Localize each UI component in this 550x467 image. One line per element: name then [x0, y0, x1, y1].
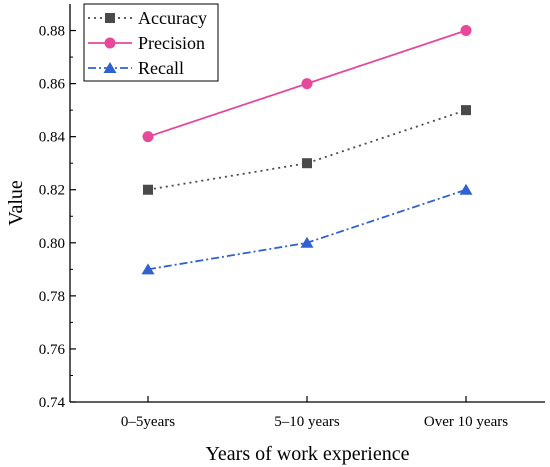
- legend-item: Precision: [88, 33, 205, 53]
- series-precision: [142, 25, 472, 143]
- legend: Accuracy Precision Recall: [83, 3, 219, 82]
- x-tick-label: 5–10 years: [274, 414, 340, 430]
- y-tick-label: 0.86: [39, 77, 66, 93]
- axes: 0.74 0.76 0.78 0.80 0.82 0.84 0.86 0.88 0–5year…: [39, 4, 545, 430]
- data-point: [301, 78, 313, 90]
- legend-marker: [105, 13, 115, 23]
- data-point: [142, 131, 154, 143]
- y-tick-label: 0.82: [39, 183, 65, 199]
- series-accuracy: [143, 105, 471, 195]
- data-point: [459, 183, 473, 195]
- y-ticks: 0.74 0.76 0.78 0.80 0.82 0.84 0.86 0.88: [39, 24, 76, 411]
- legend-label: Precision: [138, 33, 205, 53]
- legend-label: Recall: [138, 58, 184, 78]
- legend-marker: [104, 37, 116, 49]
- data-point: [300, 236, 314, 248]
- y-tick-label: 0.74: [39, 395, 66, 411]
- y-tick-label: 0.80: [39, 236, 65, 252]
- series-layer: [141, 25, 473, 275]
- x-tick-label: 0–5years: [121, 414, 175, 430]
- x-tick-label: Over 10 years: [424, 414, 508, 430]
- legend-marker: [103, 62, 117, 73]
- data-point: [461, 105, 471, 116]
- legend-item: Accuracy: [88, 8, 207, 28]
- series-recall: [141, 183, 473, 275]
- x-ticks: 0–5years 5–10 years Over 10 years: [121, 396, 508, 430]
- series-line: [147, 188, 467, 271]
- data-point: [141, 263, 155, 275]
- y-tick-label: 0.88: [39, 24, 65, 40]
- y-axis-title: Value: [5, 180, 27, 226]
- y-tick-label: 0.84: [39, 130, 66, 146]
- legend-label: Accuracy: [138, 8, 207, 28]
- x-axis-title: Years of work experience: [205, 443, 409, 465]
- data-point: [143, 184, 153, 195]
- legend-item: Recall: [88, 58, 184, 78]
- series-line: [147, 109, 467, 191]
- y-tick-label: 0.76: [39, 342, 66, 358]
- y-tick-label: 0.78: [39, 289, 65, 305]
- data-point: [302, 158, 312, 169]
- data-point: [460, 25, 472, 37]
